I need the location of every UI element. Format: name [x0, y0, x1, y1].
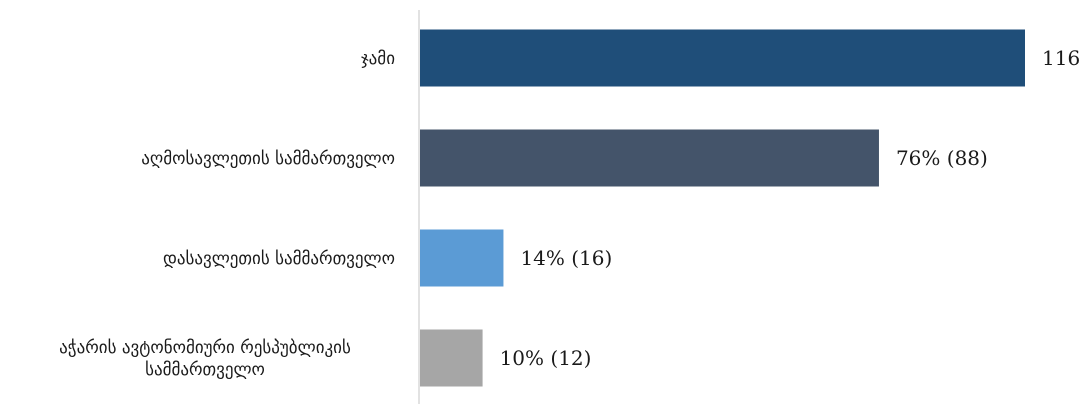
category-label-line: აღმოსავლეთის სამმართველო: [141, 149, 395, 169]
category-label-1: აღმოსავლეთის სამმართველო: [141, 149, 395, 169]
value-labels-group: 116 76% (88) 14% (16) 10% (12): [500, 46, 1081, 370]
bar-2: [420, 229, 504, 287]
bar-3: [420, 329, 483, 387]
bars-group: [420, 29, 1025, 387]
value-label-1: 76% (88): [896, 146, 988, 170]
category-label-line: ჯამი: [361, 49, 395, 69]
value-label-3: 10% (12): [500, 346, 592, 370]
bar-1: [420, 129, 879, 187]
value-label-0: 116: [1042, 46, 1080, 70]
category-label-2: დასავლეთის სამმართველო: [163, 249, 395, 269]
category-label-line: აჭარის ავტონომიური რესპუბლიკის: [59, 338, 351, 358]
value-label-2: 14% (16): [520, 246, 612, 270]
category-label-line: დასავლეთის სამმართველო: [163, 249, 395, 269]
bar-0: [420, 29, 1025, 87]
category-label-3: აჭარის ავტონომიური რესპუბლიკის სამმართველ…: [59, 338, 351, 380]
category-label-line: სამმართველო: [145, 360, 265, 380]
category-labels-group: ჯამი აღმოსავლეთის სამმართველო დასავლეთის ს…: [59, 49, 395, 380]
category-label-0: ჯამი: [361, 49, 395, 69]
